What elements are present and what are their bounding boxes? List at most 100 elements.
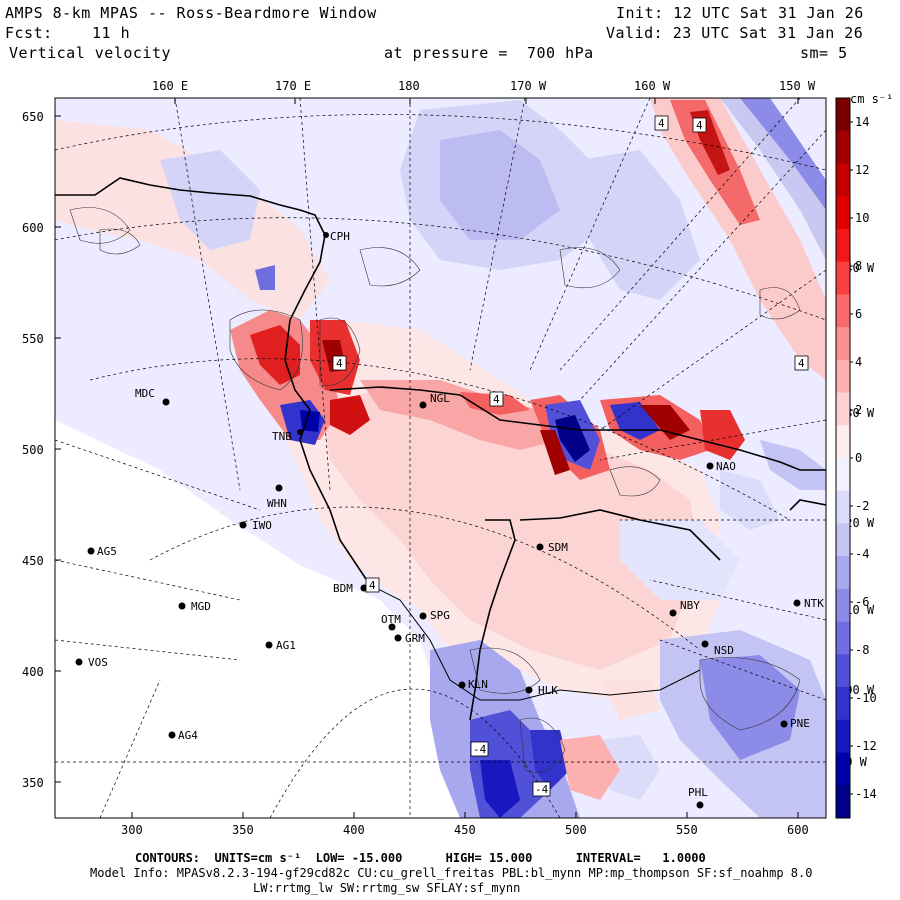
station-marker	[793, 599, 801, 607]
station-label: KLN	[468, 678, 488, 691]
colorbar-swatch	[836, 752, 850, 786]
lon-label: 150 W	[779, 79, 816, 93]
pressure-level: at pressure = 700 hPa	[384, 44, 594, 62]
colorbar-swatch	[836, 196, 850, 230]
colorbar-swatch	[836, 490, 850, 524]
colorbar-swatch	[836, 392, 850, 426]
station-label: TNB	[272, 430, 292, 443]
station-label: VOS	[88, 656, 108, 669]
forecast-hour: 11 h	[92, 24, 131, 42]
colorbar-swatch	[836, 588, 850, 623]
smoothing: sm= 5	[800, 44, 848, 62]
x-tick-label: 350	[232, 823, 254, 837]
colorbar-swatch	[836, 228, 850, 263]
station-marker	[536, 543, 544, 551]
colorbar-swatch	[836, 654, 850, 688]
colorbar-label: -12	[855, 739, 877, 753]
colorbar-swatch	[836, 261, 850, 295]
colorbar-label: 8	[855, 259, 862, 273]
station-marker	[162, 398, 170, 406]
contour-box-label: -4	[473, 743, 487, 756]
station-label: HLK	[538, 684, 558, 697]
colorbar-label: 0	[855, 451, 862, 465]
contour-box-label: 4	[798, 357, 805, 370]
contour-box-label: 4	[493, 393, 500, 406]
station-label: NGL	[430, 392, 450, 405]
lon-label: 170 E	[275, 79, 311, 93]
colorbar-label: 12	[855, 163, 869, 177]
colorbar-swatch	[836, 327, 850, 361]
colorbar-label: 10	[855, 211, 869, 225]
model-info: Model Info: MPASv8.2.3-194-gf29cd82c CU:…	[90, 866, 813, 880]
station-marker	[458, 681, 466, 689]
station-marker	[178, 602, 186, 610]
lon-label: 180	[398, 79, 420, 93]
station-marker	[419, 612, 427, 620]
station-label: NSD	[714, 644, 734, 657]
colorbar-swatch	[836, 621, 850, 655]
x-tick-label: 500	[565, 823, 587, 837]
y-tick-label: 450	[22, 554, 44, 568]
colorbar-swatch	[836, 130, 850, 164]
init-time: Init: 12 UTC Sat 31 Jan 26	[616, 4, 864, 22]
colorbar-swatch	[836, 294, 850, 328]
colorbar-label: 6	[855, 307, 862, 321]
x-tick-label: 450	[454, 823, 476, 837]
model-info-line2: LW:rrtmg_lw SW:rrtmg_sw SFLAY:sf_mynn	[253, 881, 521, 895]
contour-box-label: 4	[369, 579, 376, 592]
field-name: Vertical velocity	[9, 44, 172, 62]
colorbar-label: -8	[855, 643, 869, 657]
field-layer	[55, 98, 826, 818]
y-tick-label: 650	[22, 110, 44, 124]
colorbar-label: 4	[855, 355, 862, 369]
station-label: MGD	[191, 600, 211, 613]
lon-label: 170 W	[510, 79, 547, 93]
station-label: NBY	[680, 599, 700, 612]
colorbar-swatch	[836, 359, 850, 394]
station-label: SPG	[430, 609, 450, 622]
contour-box-label: 4	[696, 119, 703, 132]
colorbar-label: 2	[855, 403, 862, 417]
station-label: AG5	[97, 545, 117, 558]
station-label: AG1	[276, 639, 296, 652]
colorbar-units: cm s⁻¹	[850, 92, 893, 106]
colorbar-label: -10	[855, 691, 877, 705]
colorbar: cm s⁻¹ 14 12 10 8 6 4 2 0 -2 -4 -6 -8 -10 -12 -14	[835, 92, 893, 819]
station-marker	[297, 429, 303, 435]
y-tick-label: 400	[22, 665, 44, 679]
colorbar-label: -6	[855, 595, 869, 609]
station-marker	[706, 462, 714, 470]
station-marker	[239, 521, 247, 529]
station-marker	[75, 658, 83, 666]
colorbar-label: 14	[855, 115, 869, 129]
contour-box-label: 4	[658, 117, 665, 130]
map-title: AMPS 8-km MPAS -- Ross-Beardmore Window	[5, 4, 377, 22]
colorbar-swatch	[836, 163, 850, 197]
station-marker	[323, 232, 329, 238]
station-marker	[87, 547, 95, 555]
contour-lines	[69, 207, 801, 773]
colorbar-swatch	[836, 425, 850, 459]
contour-info: CONTOURS: UNITS=cm s⁻¹ LOW= -15.000 HIGH…	[135, 851, 706, 865]
y-tick-label: 600	[22, 221, 44, 235]
coastline	[55, 177, 826, 721]
y-tick-label: 550	[22, 332, 44, 346]
station-label: GRM	[405, 632, 425, 645]
x-tick-label: 300	[121, 823, 143, 837]
station-marker	[168, 731, 176, 739]
station-marker	[696, 801, 704, 809]
colorbar-label: -14	[855, 787, 877, 801]
station-label: OTM	[381, 613, 401, 626]
y-tick-label: 500	[22, 443, 44, 457]
contour-value-boxes: 4 4 4 4 4 4 -4 -4 4	[332, 115, 809, 797]
colorbar-label: -4	[855, 547, 869, 561]
stations: MDC CPH NGL WHN IWO AG5 MGD BDM OTM SPG …	[75, 230, 824, 809]
y-tick-label: 350	[22, 776, 44, 790]
station-marker	[388, 623, 396, 631]
station-marker	[669, 609, 677, 617]
valid-time: Valid: 23 UTC Sat 31 Jan 26	[606, 24, 864, 42]
contour-box-label: 4	[336, 357, 343, 370]
contour-box-label: -4	[535, 783, 549, 796]
station-marker	[265, 641, 273, 649]
